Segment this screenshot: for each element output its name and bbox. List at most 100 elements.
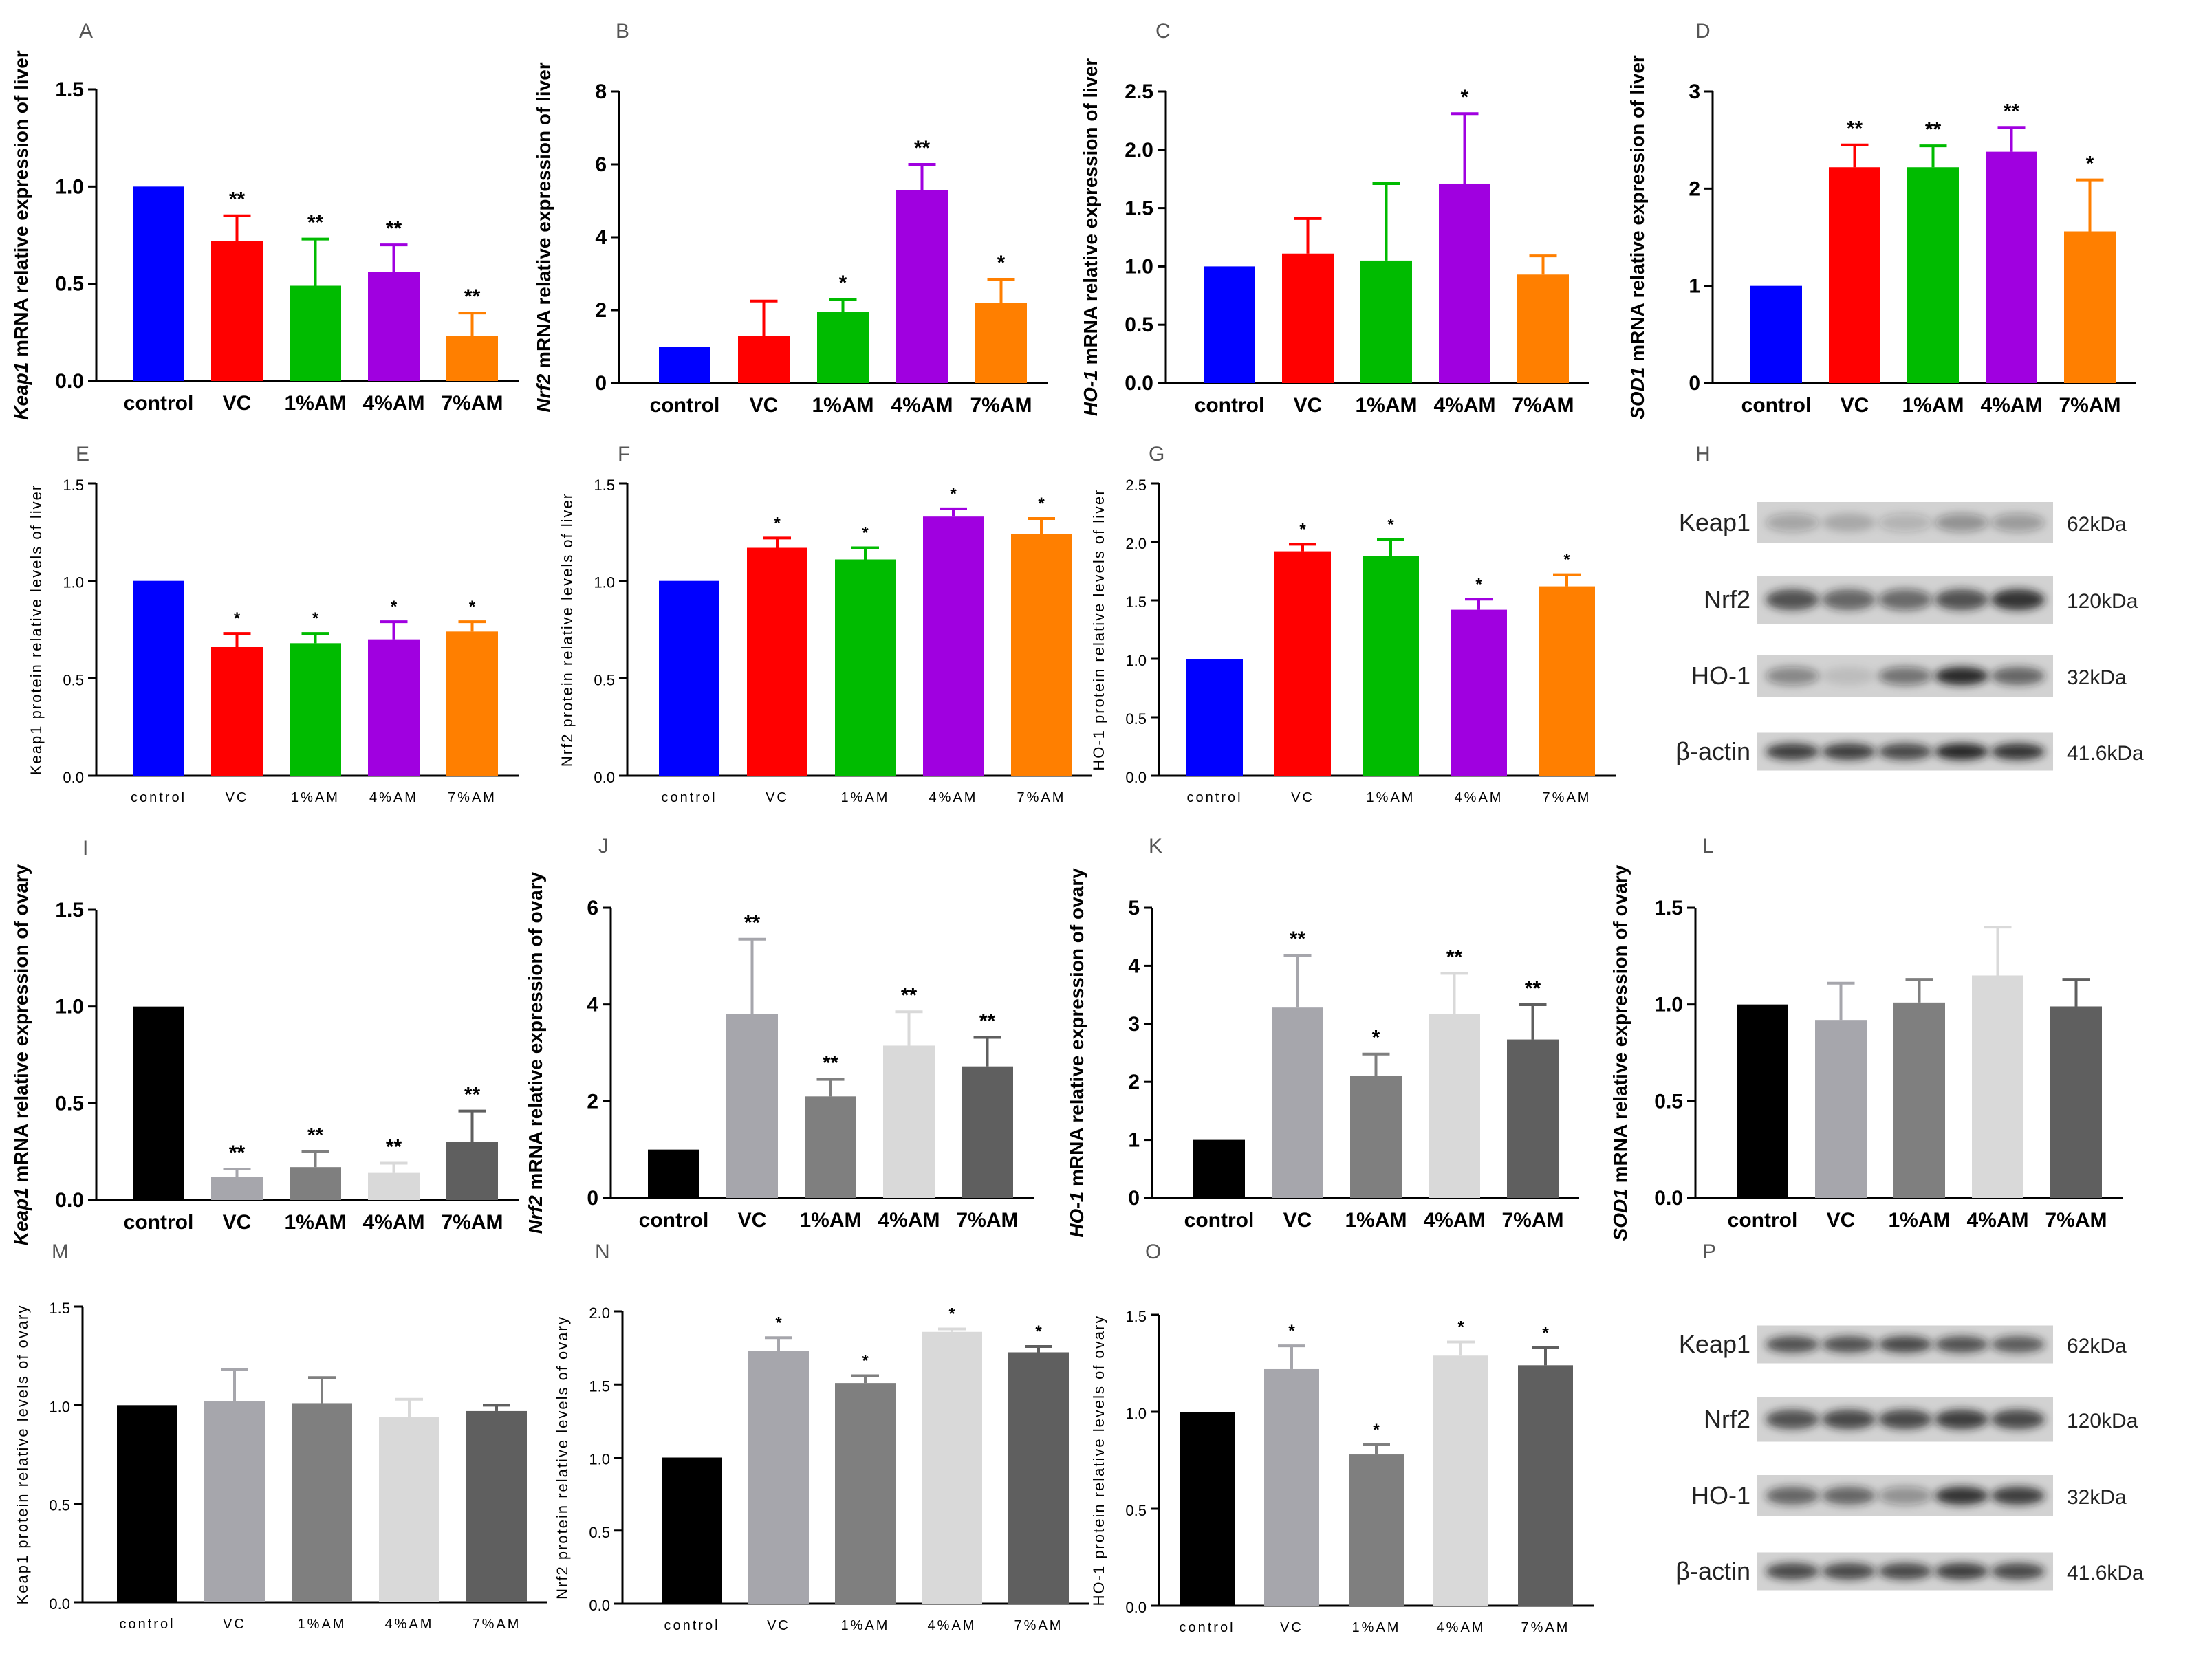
protein-label: Keap1 bbox=[1679, 508, 1750, 536]
y-tick-label: 2 bbox=[1128, 1071, 1140, 1093]
y-axis-label-gene: Keap1 bbox=[10, 1188, 32, 1245]
y-axis-label-gene: Nrf2 bbox=[525, 1195, 546, 1234]
y-tick-label: 4 bbox=[595, 226, 607, 249]
bar-1pctam bbox=[817, 312, 869, 383]
blot-band bbox=[1935, 1562, 1988, 1580]
significance-marker: * bbox=[950, 485, 957, 503]
bar-vc bbox=[204, 1401, 265, 1602]
y-tick-label: 1.0 bbox=[1125, 255, 1153, 278]
bar-1pctam bbox=[835, 559, 896, 776]
bar-4pctam bbox=[1451, 609, 1507, 776]
bar-4pctam bbox=[1986, 151, 2037, 384]
bar-control bbox=[659, 580, 719, 776]
x-tick-label: VC bbox=[223, 1617, 246, 1632]
x-tick-label: 1%AM bbox=[1352, 1620, 1401, 1635]
x-tick-label: 4%AM bbox=[1966, 1209, 2028, 1232]
y-axis-label: HO-1 protein relative levels of ovary bbox=[1090, 1315, 1107, 1606]
y-tick-label: 0 bbox=[1128, 1187, 1140, 1210]
x-tick-label: 4%AM bbox=[1455, 790, 1504, 805]
x-tick-label: control bbox=[1728, 1209, 1798, 1232]
significance-marker: ** bbox=[464, 1084, 481, 1106]
bar-7pctam bbox=[1507, 1039, 1559, 1198]
blot-band bbox=[1822, 666, 1876, 686]
kda-label: 32kDa bbox=[2067, 1486, 2127, 1509]
x-tick-label: 4%AM bbox=[1437, 1620, 1486, 1635]
significance-marker: * bbox=[312, 609, 319, 628]
bar-7pctam bbox=[446, 1142, 498, 1200]
bar-7pctam bbox=[1539, 586, 1595, 776]
significance-marker: ** bbox=[386, 217, 402, 240]
x-tick-label: 7%AM bbox=[1501, 1209, 1563, 1232]
y-tick-label: 0.5 bbox=[1125, 1502, 1147, 1519]
protein-label: β-actin bbox=[1675, 737, 1750, 765]
y-tick-label: 0.0 bbox=[1125, 769, 1147, 786]
bar-vc bbox=[726, 1014, 778, 1198]
bar-7pctam bbox=[2050, 1006, 2102, 1198]
blot-band bbox=[1878, 1486, 1932, 1505]
panel-letter: A bbox=[79, 20, 93, 43]
chart-panel-g: G 0.0 0.5 1.0 1.5 2.0 2.5 HO-1 protein relative… bbox=[1090, 443, 1616, 805]
blot-band bbox=[1766, 589, 1819, 611]
x-tick-label: 4%AM bbox=[1433, 394, 1495, 417]
x-tick-label: VC bbox=[226, 790, 249, 805]
blot-band bbox=[1991, 743, 2045, 761]
x-tick-label: 7%AM bbox=[2045, 1209, 2107, 1232]
x-tick-label: control bbox=[1741, 394, 1812, 417]
y-tick-label: 1.5 bbox=[49, 1300, 70, 1317]
bar-control bbox=[662, 1457, 722, 1604]
blot-band bbox=[1766, 513, 1819, 532]
significance-marker: * bbox=[469, 598, 476, 616]
blot-band bbox=[1766, 1562, 1819, 1580]
panel-letter: C bbox=[1155, 20, 1171, 43]
significance-marker: * bbox=[862, 524, 869, 543]
y-tick-label: 0.5 bbox=[55, 273, 84, 296]
protein-label: HO-1 bbox=[1691, 662, 1750, 690]
significance-marker: * bbox=[391, 598, 398, 616]
chart-panel-n: N 0.0 0.5 1.0 1.5 2.0 Nrf2 protein relative le… bbox=[554, 1241, 1089, 1633]
y-tick-label: 1.0 bbox=[594, 574, 615, 591]
y-tick-label: 0.0 bbox=[594, 769, 615, 786]
panel-letter: F bbox=[618, 443, 630, 466]
y-tick-label: 1.5 bbox=[1125, 593, 1147, 611]
x-tick-label: control bbox=[1195, 394, 1265, 417]
y-tick-label: 0.5 bbox=[1125, 710, 1147, 728]
y-tick-label: 0.0 bbox=[1654, 1187, 1683, 1210]
blot-band bbox=[1822, 743, 1876, 761]
x-tick-label: VC bbox=[223, 1211, 252, 1234]
bar-vc bbox=[738, 336, 790, 383]
blot-band bbox=[1878, 1335, 1932, 1353]
panel-letter: J bbox=[598, 835, 609, 858]
y-tick-label: 6 bbox=[595, 153, 607, 176]
y-tick-label: 8 bbox=[595, 80, 607, 103]
bar-1pctam bbox=[290, 285, 341, 381]
y-tick-label: 1.0 bbox=[55, 996, 84, 1018]
y-tick-label: 0 bbox=[1689, 372, 1700, 395]
y-tick-label: 2 bbox=[587, 1090, 598, 1113]
chart-panel-i: I 0.0 0.5 1.0 1.5 Keap1 mRNA relative express… bbox=[10, 837, 519, 1245]
y-tick-label: 2.5 bbox=[1125, 477, 1147, 494]
x-tick-label: 1%AM bbox=[1888, 1209, 1950, 1232]
significance-marker: * bbox=[997, 252, 1006, 274]
x-tick-label: control bbox=[661, 790, 717, 805]
y-axis-label: Nrf2 protein relative levels of liver bbox=[558, 492, 576, 767]
x-tick-label: 7%AM bbox=[2059, 394, 2120, 417]
y-tick-label: 1.0 bbox=[589, 1451, 610, 1468]
bar-4pctam bbox=[1433, 1355, 1488, 1606]
y-tick-label: 0.5 bbox=[63, 671, 84, 688]
x-tick-label: 1%AM bbox=[1367, 790, 1415, 805]
panel-letter: P bbox=[1702, 1241, 1716, 1263]
bar-4pctam bbox=[896, 190, 948, 383]
western-blot-p: P Keap1 62kDa Nrf2 120kDa HO-1 32kDa β-actin 41.… bbox=[1675, 1241, 2144, 1591]
y-axis-label-text: mRNA relative expression of liver bbox=[1080, 58, 1101, 370]
bar-control bbox=[133, 186, 184, 381]
protein-label: Nrf2 bbox=[1704, 1405, 1750, 1433]
significance-marker: ** bbox=[229, 188, 246, 211]
y-tick-label: 0.0 bbox=[1125, 1599, 1147, 1616]
y-axis-label: HO-1 mRNA relative expression of ovary bbox=[1066, 868, 1087, 1238]
y-tick-label: 1.5 bbox=[1654, 897, 1683, 919]
bar-1pctam bbox=[290, 1167, 341, 1200]
bar-7pctam bbox=[446, 336, 498, 381]
bar-4pctam bbox=[883, 1045, 935, 1198]
significance-marker: ** bbox=[744, 912, 761, 935]
blot-band bbox=[1991, 1409, 2045, 1430]
